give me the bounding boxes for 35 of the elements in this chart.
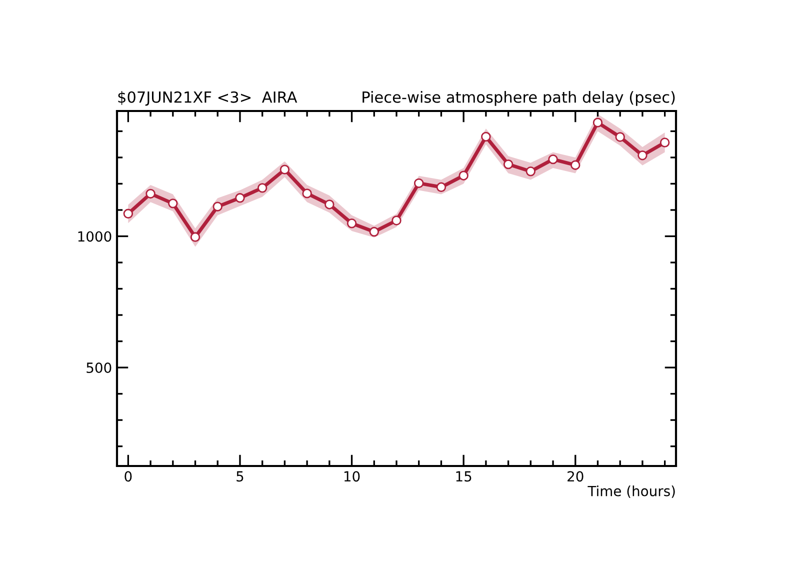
- point: [503, 159, 514, 170]
- point: [324, 200, 334, 210]
- point: [414, 178, 424, 188]
- point: [615, 132, 625, 142]
- x-tick-label: 5: [236, 471, 244, 482]
- point: [212, 202, 222, 212]
- point: [570, 160, 580, 170]
- point: [146, 188, 156, 199]
- chart-subtitle: Piece-wise atmosphere path delay (psec): [362, 91, 675, 106]
- point: [638, 150, 648, 160]
- point: [392, 216, 402, 226]
- point: [302, 188, 312, 198]
- point: [526, 166, 536, 176]
- y-tick-label: 500: [86, 362, 112, 374]
- point: [481, 132, 491, 142]
- chart-title: $07JUN21XF <3> AIRA: [118, 91, 298, 106]
- x-tick-label: 10: [344, 471, 360, 482]
- point: [346, 218, 357, 228]
- point: [436, 182, 446, 192]
- point: [458, 170, 468, 180]
- point: [190, 232, 200, 242]
- point: [592, 118, 603, 128]
- y-tick-label: 1000: [78, 231, 112, 242]
- point: [123, 208, 134, 219]
- x-axis-title: Time (hours): [588, 486, 675, 498]
- point: [548, 154, 558, 164]
- point: [235, 193, 245, 203]
- point: [257, 183, 268, 193]
- point: [280, 164, 290, 174]
- point: [660, 138, 670, 148]
- x-tick-label: 15: [456, 471, 472, 482]
- point: [168, 198, 178, 208]
- x-tick-label: 0: [124, 471, 132, 482]
- point: [369, 226, 379, 237]
- x-tick-label: 20: [568, 471, 584, 482]
